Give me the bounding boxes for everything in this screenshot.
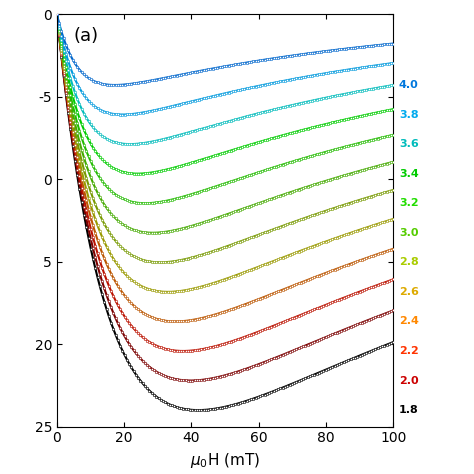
- Text: 2.2: 2.2: [399, 346, 419, 356]
- X-axis label: $\mu_0$H (mT): $\mu_0$H (mT): [190, 451, 260, 470]
- Text: 4.0: 4.0: [399, 80, 419, 90]
- Text: 2.8: 2.8: [399, 257, 419, 267]
- Text: 3.4: 3.4: [399, 169, 419, 179]
- Text: 3.2: 3.2: [399, 198, 419, 208]
- Text: 2.4: 2.4: [399, 317, 419, 327]
- Text: 1.8: 1.8: [399, 405, 419, 415]
- Text: 2.0: 2.0: [399, 375, 419, 385]
- Text: 3.0: 3.0: [399, 228, 419, 238]
- Text: (a): (a): [73, 27, 99, 45]
- Text: 2.6: 2.6: [399, 287, 419, 297]
- Text: 3.8: 3.8: [399, 109, 419, 119]
- Text: 4.2: 4.2: [0, 473, 1, 474]
- Text: 3.6: 3.6: [399, 139, 419, 149]
